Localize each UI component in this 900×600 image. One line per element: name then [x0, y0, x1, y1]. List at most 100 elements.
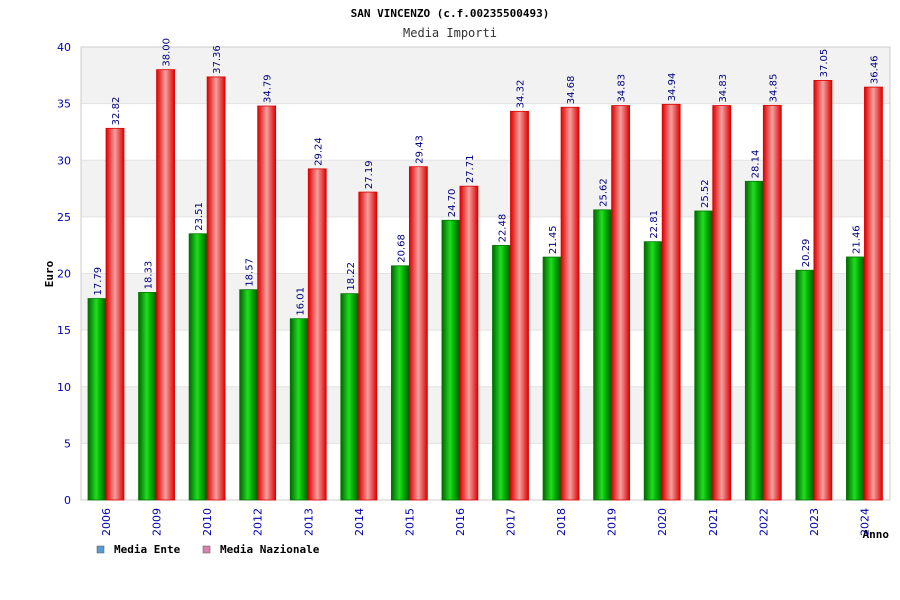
bar-media-ente-2006 — [87, 298, 107, 501]
y-tick-label: 10 — [57, 381, 71, 394]
x-tick-label: 2019 — [606, 508, 619, 536]
bar-media-ente-2019 — [593, 209, 613, 501]
data-label: 28.14 — [750, 150, 761, 179]
data-label: 34.83 — [718, 74, 729, 103]
y-tick-label: 15 — [57, 324, 71, 337]
y-axis-label: Euro — [43, 260, 56, 287]
x-tick-label: 2012 — [252, 508, 265, 536]
data-label: 32.82 — [111, 97, 122, 126]
bar-media-ente-2018 — [542, 256, 562, 501]
y-tick-label: 40 — [57, 41, 71, 54]
data-label: 34.94 — [667, 73, 678, 102]
legend: Media Ente Media Nazionale — [96, 543, 320, 556]
bar-media-nazionale-2017 — [510, 110, 529, 501]
data-label: 37.36 — [212, 45, 223, 74]
y-tick-label: 35 — [57, 98, 71, 111]
legend-swatch-media-nazionale — [202, 545, 211, 554]
chart-subtitle: Media Importi — [403, 26, 497, 40]
y-tick-label: 20 — [57, 268, 71, 281]
bar-media-ente-2016 — [441, 219, 461, 501]
x-axis-label: Anno — [863, 528, 890, 541]
bar-media-ente-2013 — [289, 318, 309, 501]
bar-media-ente-2010 — [188, 233, 208, 501]
data-label: 22.48 — [498, 214, 509, 243]
bars — [87, 69, 883, 501]
x-tick-label: 2016 — [454, 508, 467, 536]
bar-media-nazionale-2009 — [156, 69, 175, 501]
bar-media-nazionale-2014 — [358, 191, 378, 501]
x-tick-label: 2006 — [100, 508, 113, 536]
x-tick-label: 2020 — [656, 508, 669, 536]
data-label: 20.29 — [801, 239, 812, 268]
data-label: 34.68 — [566, 76, 577, 105]
x-tick-label: 2018 — [555, 508, 568, 536]
data-label: 34.32 — [516, 80, 527, 109]
bar-media-nazionale-2013 — [307, 168, 327, 501]
x-tick-label: 2024 — [858, 508, 871, 536]
x-tick-label: 2017 — [505, 508, 518, 536]
bar-media-ente-2022 — [744, 180, 764, 501]
x-tick-label: 2021 — [707, 508, 720, 536]
y-tick-label: 25 — [57, 211, 71, 224]
bar-media-ente-2015 — [390, 265, 410, 501]
x-axis-ticks: 2006 2009 2010 2012 2013 2014 2015 2016 2017 2018… — [100, 508, 871, 536]
data-labels: 17.79 32.82 18.33 38.00 23.51 37.36 18.57 34.79… — [93, 38, 880, 316]
data-label: 34.79 — [263, 74, 274, 103]
data-label: 34.85 — [768, 74, 779, 103]
bar-media-nazionale-2019 — [611, 105, 631, 501]
bar-media-nazionale-2016 — [459, 185, 479, 501]
x-tick-label: 2023 — [808, 508, 821, 536]
data-label: 21.46 — [851, 225, 862, 254]
legend-label-media-nazionale: Media Nazionale — [220, 543, 320, 556]
data-label: 25.62 — [599, 178, 610, 207]
x-tick-label: 2013 — [302, 508, 315, 536]
data-label: 25.52 — [700, 179, 711, 208]
bar-media-nazionale-2018 — [560, 106, 580, 501]
x-tick-label: 2014 — [353, 508, 366, 536]
bar-media-nazionale-2024 — [864, 86, 883, 501]
bar-media-ente-2024 — [846, 256, 865, 501]
data-label: 22.81 — [649, 210, 660, 239]
bar-media-ente-2014 — [340, 293, 360, 501]
plot-frame — [80, 46, 891, 501]
data-label: 27.71 — [465, 155, 476, 184]
x-tick-label: 2009 — [151, 508, 164, 536]
bar-media-nazionale-2022 — [762, 104, 782, 501]
data-label: 23.51 — [194, 202, 205, 231]
x-tick-label: 2022 — [757, 508, 770, 536]
bar-media-ente-2009 — [138, 292, 157, 501]
bar-media-nazionale-2015 — [408, 166, 428, 501]
y-tick-label: 30 — [57, 154, 71, 167]
data-label: 16.01 — [295, 287, 306, 316]
y-tick-label: 0 — [64, 494, 71, 507]
y-tick-label: 5 — [64, 437, 71, 450]
data-label: 18.22 — [346, 262, 357, 291]
data-label: 29.24 — [313, 137, 324, 166]
bar-media-nazionale-2021 — [712, 105, 732, 501]
chart-title: SAN VINCENZO (c.f.00235500493) — [351, 7, 550, 20]
data-label: 18.33 — [144, 261, 155, 290]
y-axis-ticks: 0 5 10 15 20 25 30 35 40 — [57, 41, 71, 507]
data-label: 17.79 — [93, 267, 104, 296]
data-label: 21.45 — [548, 225, 559, 254]
legend-label-media-ente: Media Ente — [114, 543, 181, 556]
bar-media-ente-2021 — [694, 210, 714, 501]
bar-media-ente-2023 — [795, 269, 815, 501]
bar-media-nazionale-2006 — [105, 127, 125, 501]
bar-media-nazionale-2020 — [661, 103, 681, 501]
legend-swatch-media-ente — [96, 545, 105, 554]
x-tick-label: 2010 — [201, 508, 214, 536]
bar-media-nazionale-2012 — [257, 105, 277, 501]
data-label: 37.05 — [819, 49, 830, 78]
data-label: 18.57 — [245, 258, 256, 287]
data-label: 20.68 — [396, 234, 407, 263]
bar-media-nazionale-2023 — [813, 80, 833, 501]
bar-media-nazionale-2010 — [206, 76, 226, 501]
bar-media-ente-2017 — [492, 245, 511, 501]
bar-media-ente-2012 — [239, 289, 259, 501]
bar-media-ente-2020 — [643, 241, 663, 501]
data-label: 29.43 — [414, 135, 425, 164]
data-label: 34.83 — [617, 74, 628, 103]
